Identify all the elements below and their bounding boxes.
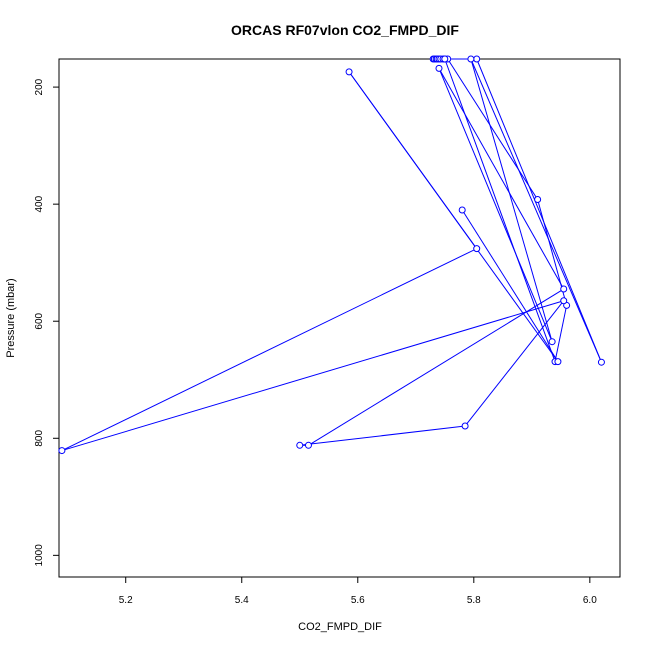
data-point	[560, 285, 568, 293]
series-segment	[438, 68, 553, 342]
x-tick-label: 5.4	[235, 595, 249, 606]
x-axis: 5.2 5.4 5.6 5.8 6.0	[119, 577, 597, 606]
y-axis-label: Pressure (mbar)	[5, 278, 17, 357]
data-point	[473, 55, 481, 63]
y-tick-label: 400	[34, 195, 45, 212]
series-segment	[447, 58, 539, 200]
series-segment	[61, 248, 477, 452]
data-point	[597, 358, 605, 366]
data-point	[473, 245, 481, 253]
plot-frame	[58, 58, 621, 578]
data-point	[467, 55, 475, 63]
data-point	[435, 64, 443, 72]
y-tick-label: 600	[34, 312, 45, 329]
series-segment	[308, 288, 564, 446]
data-point	[296, 441, 304, 449]
x-tick-label: 6.0	[583, 595, 597, 606]
series-segment	[444, 58, 556, 362]
x-tick-label: 5.6	[351, 595, 365, 606]
x-tick-label: 5.8	[467, 595, 481, 606]
data-point	[461, 422, 469, 430]
chart-title: ORCAS RF07vlon CO2_FMPD_DIF	[231, 22, 459, 38]
series-segment	[461, 209, 559, 362]
series-segment	[61, 300, 564, 452]
series-segment	[470, 58, 553, 342]
data-point	[560, 297, 568, 305]
data-point	[548, 338, 556, 346]
y-tick-label: 200	[34, 78, 45, 95]
x-tick-label: 5.2	[119, 595, 133, 606]
y-tick-label: 1000	[34, 544, 45, 567]
data-point	[458, 206, 466, 214]
series-segment	[470, 58, 602, 363]
data-points	[58, 55, 605, 455]
series-segment	[464, 300, 565, 427]
data-lines	[61, 58, 602, 452]
series-segment	[299, 425, 466, 446]
y-tick-label: 800	[34, 430, 45, 447]
data-point	[554, 358, 562, 366]
series-segment	[438, 68, 565, 290]
data-point	[441, 55, 449, 63]
series-segment	[348, 71, 559, 362]
series-segment	[476, 58, 602, 363]
y-axis: 200 400 600 800 1000	[34, 78, 59, 566]
data-point	[534, 195, 542, 203]
data-point	[304, 441, 312, 449]
x-axis-label: CO2_FMPD_DIF	[298, 621, 382, 633]
series-segment	[554, 305, 568, 362]
data-point	[345, 68, 353, 76]
data-point	[58, 447, 66, 455]
